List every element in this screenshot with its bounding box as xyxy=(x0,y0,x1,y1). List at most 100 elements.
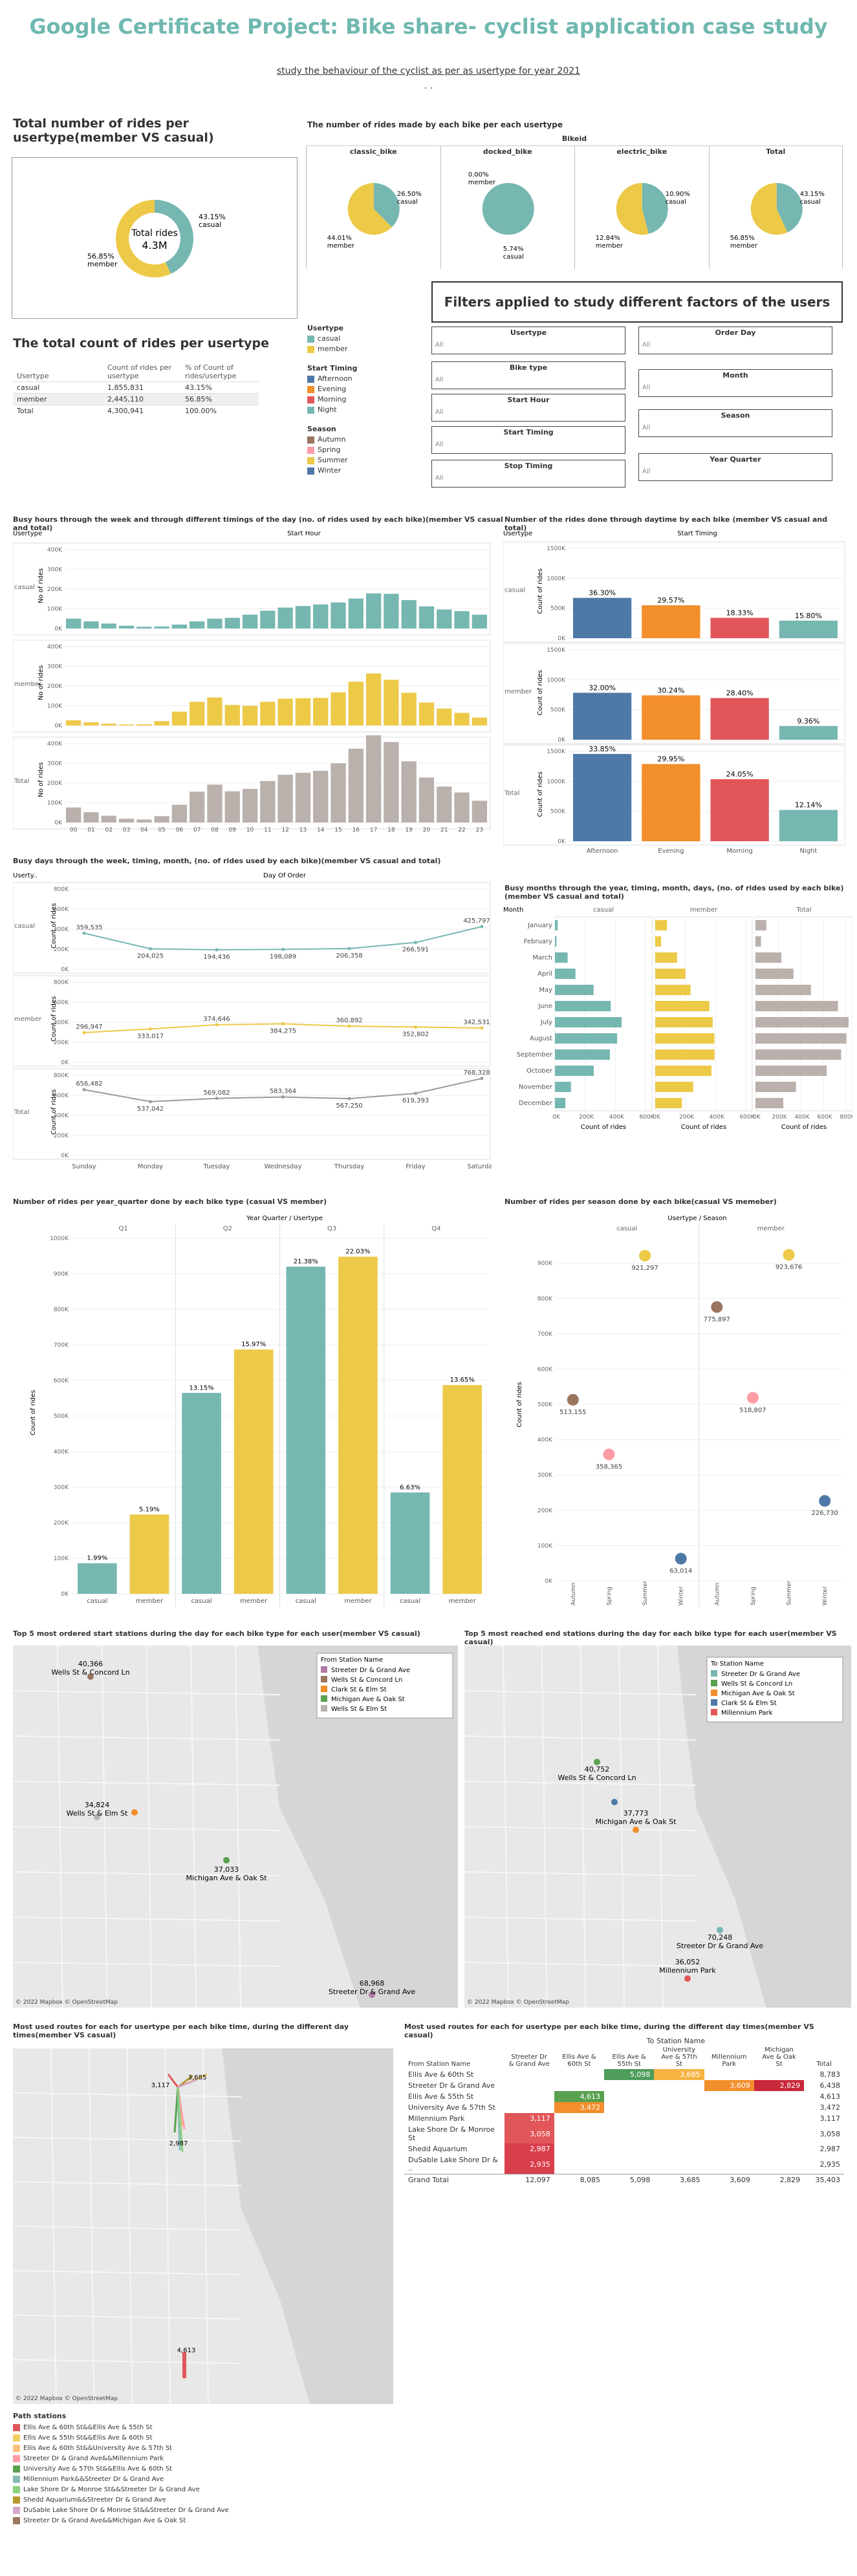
filter-start-timing[interactable]: Start Timing All xyxy=(431,426,625,454)
days-panel-border xyxy=(12,882,491,974)
bike-pie-panel: electric_bike 10.90% casual 12.84% member xyxy=(574,146,709,269)
months-bar xyxy=(755,1033,847,1044)
hours-bar xyxy=(472,717,487,725)
map-station-value: 70,248 xyxy=(708,1933,733,1942)
hours-bar xyxy=(331,602,346,628)
count-table-row: casual 1,855,831 43.15% xyxy=(13,381,259,394)
filter-bike-type[interactable]: Bike type All xyxy=(431,361,625,389)
filter-month[interactable]: Month All xyxy=(638,369,832,397)
months-bar xyxy=(755,1017,849,1027)
map-credit: © 2022 Mapbox © OpenStreetMap xyxy=(16,1999,118,2006)
days-ytick: 200K xyxy=(54,947,69,953)
end-map[interactable]: 40,752 Wells St & Concord Ln 37,773 Michiga… xyxy=(464,1646,851,2008)
seasons-point-label: 923,676 xyxy=(776,1264,802,1271)
months-ytick: December xyxy=(519,1100,553,1107)
legend-panel: Usertype casual member Start Timing Afterno… xyxy=(307,323,437,476)
days-row-header: Userty.. xyxy=(13,872,38,879)
months-bar xyxy=(555,1066,594,1076)
days-ytick: 600K xyxy=(54,1093,69,1099)
path-legend: Path stations Ellis Ave & 60th St&&Ellis… xyxy=(13,2412,401,2526)
quarters-ytick: 700K xyxy=(54,1342,69,1349)
months-ytick: July xyxy=(540,1019,552,1026)
filter-select[interactable]: All xyxy=(642,424,651,431)
filter-select[interactable]: All xyxy=(642,468,651,475)
hours-xtick: 02 xyxy=(105,827,113,833)
quarters-ytick: 1000K xyxy=(50,1236,69,1242)
routes-cell xyxy=(754,2102,804,2113)
hours-xtick: 05 xyxy=(158,827,165,833)
seasons-ytick: 300K xyxy=(537,1472,553,1479)
filter-season[interactable]: Season All xyxy=(638,409,832,437)
filter-select[interactable]: All xyxy=(642,384,651,391)
filter-stop-timing[interactable]: Stop Timing All xyxy=(431,460,625,488)
months-xtick: 0K xyxy=(653,1114,661,1121)
days-row-label: member xyxy=(14,1016,42,1023)
filter-select[interactable]: All xyxy=(435,441,444,448)
routes-cell xyxy=(704,2091,754,2102)
legend-swatch xyxy=(307,436,314,444)
months-bar xyxy=(555,920,558,930)
days-point xyxy=(281,1022,285,1025)
map-street xyxy=(502,1646,509,2008)
months-bar xyxy=(655,1017,713,1027)
map-station-point xyxy=(633,1827,639,1833)
path-route-line xyxy=(177,2087,184,2152)
timing-row-label: casual xyxy=(504,587,525,594)
map-street xyxy=(13,1871,280,1876)
days-ytick: 800K xyxy=(54,886,69,893)
months-bar xyxy=(655,952,677,963)
filter-label: Season xyxy=(721,411,750,420)
hours-bar xyxy=(154,626,169,628)
legend-swatch xyxy=(13,2444,20,2452)
months-bar xyxy=(555,1033,618,1044)
filter-usertype[interactable]: Usertype All xyxy=(431,327,625,354)
routes-row-total: 4,613 xyxy=(819,2092,841,2101)
filter-select[interactable]: All xyxy=(435,341,444,349)
months-xtick: 0K xyxy=(753,1114,761,1121)
days-point-label: 296,947 xyxy=(76,1024,102,1031)
start-map[interactable]: 40,366 Wells St & Concord Ln 34,824 Wells S… xyxy=(13,1646,458,2008)
routes-row-total: 3,058 xyxy=(819,2129,841,2138)
hours-bar xyxy=(136,724,152,725)
days-xtick: Monday xyxy=(138,1163,164,1170)
routes-row: Shedd Aquarium 2,987 2,987 xyxy=(404,2143,844,2154)
hours-xtick: 03 xyxy=(123,827,130,833)
seasons-point-label: 518,807 xyxy=(739,1407,766,1414)
legend-label: Morning xyxy=(318,395,347,403)
legend-label: Autumn xyxy=(318,435,346,444)
months-bar xyxy=(555,1017,622,1027)
routes-cell: 3,472 xyxy=(554,2102,605,2113)
routes-cell xyxy=(654,2124,704,2143)
routes-row-label: Shedd Aquarium xyxy=(408,2145,468,2153)
filter-select[interactable]: All xyxy=(435,475,444,482)
filter-order-day[interactable]: Order Day All xyxy=(638,327,832,354)
hours-bar xyxy=(242,705,258,725)
hours-title: Busy hours through the week and through … xyxy=(13,515,503,532)
timing-ylabel: Count of rides xyxy=(537,568,544,614)
timing-ytick: 1000K xyxy=(547,677,566,683)
map-legend-swatch xyxy=(711,1690,717,1696)
filter-select[interactable]: All xyxy=(642,341,651,349)
map-street xyxy=(541,1646,548,2008)
quarters-ytick: 300K xyxy=(54,1485,69,1491)
hours-ytick: 200K xyxy=(47,683,63,690)
map-station-point xyxy=(94,1814,100,1820)
path-map[interactable]: 3,685 3,117 2,987 4,613 © 2022 Mapbox © Open… xyxy=(13,2048,393,2404)
months-ytick: May xyxy=(539,987,552,994)
hours-bar xyxy=(295,773,311,822)
map-street xyxy=(13,2092,241,2098)
quarters-ytick: 100K xyxy=(54,1556,69,1562)
filter-start-hour[interactable]: Start Hour All xyxy=(431,394,625,422)
bike-pie-label-member: 0.00% member xyxy=(468,171,495,186)
bike-pie-slice-member xyxy=(616,183,649,235)
map-credit: © 2022 Mapbox © OpenStreetMap xyxy=(16,2396,118,2402)
map-legend-swatch xyxy=(321,1695,327,1702)
hours-bar xyxy=(207,697,222,725)
months-xtick: 200K xyxy=(772,1114,787,1121)
hours-xtick: 12 xyxy=(281,827,288,833)
timing-xtick: Night xyxy=(799,848,817,855)
filter-select[interactable]: All xyxy=(435,409,444,416)
filter-year-quarter[interactable]: Year Quarter All xyxy=(638,453,832,481)
months-xtick: 0K xyxy=(552,1114,561,1121)
filter-select[interactable]: All xyxy=(435,376,444,383)
